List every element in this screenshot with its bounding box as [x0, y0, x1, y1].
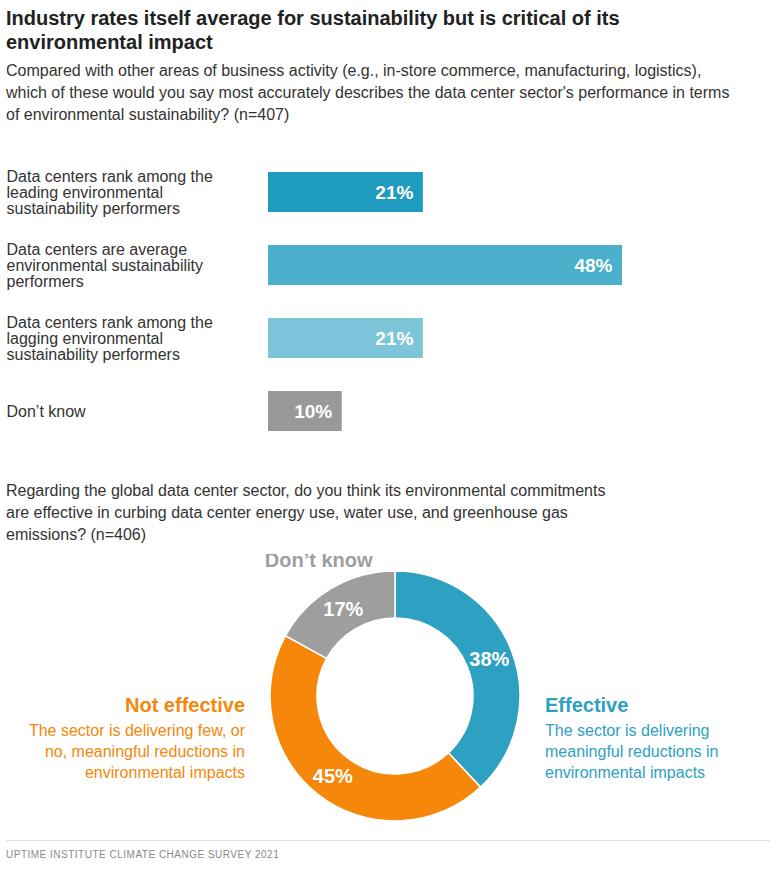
svg-text:Not effectiveThe sector is del: Not effectiveThe sector is delivering fe…	[29, 694, 246, 781]
html-text:UPTIME INSTITUTE CLIMATE CHANG: UPTIME INSTITUTE CLIMATE CHANGE SURVEY 2…	[6, 849, 280, 860]
html-text:Industry rates itself average: Industry rates itself average for sustai…	[6, 7, 620, 53]
html-text:Regarding the global data cent: Regarding the global data center sector,…	[6, 482, 606, 543]
svg-text:45%: 45%	[313, 765, 353, 787]
svg-text:10%: 10%	[294, 401, 332, 422]
svg-text:Don’t know: Don’t know	[7, 403, 87, 420]
svg-text:Don’t know: Don’t know	[265, 554, 373, 571]
svg-text:21%: 21%	[375, 328, 413, 349]
svg-text:Data centers are averageenviro: Data centers are averageenvironmental su…	[7, 241, 204, 290]
svg-text:EffectiveThe sector is deliver: EffectiveThe sector is deliveringmeaning…	[545, 694, 718, 781]
svg-text:Data centers rank among thelag: Data centers rank among thelagging envir…	[7, 314, 213, 363]
svg-text:Data centers rank among thelea: Data centers rank among theleading envir…	[7, 168, 213, 217]
svg-text:21%: 21%	[375, 182, 413, 203]
svg-text:48%: 48%	[574, 255, 612, 276]
svg-text:38%: 38%	[469, 648, 509, 670]
html-text:Compared with other areas of b: Compared with other areas of business ac…	[6, 62, 730, 123]
svg-text:17%: 17%	[323, 598, 363, 620]
